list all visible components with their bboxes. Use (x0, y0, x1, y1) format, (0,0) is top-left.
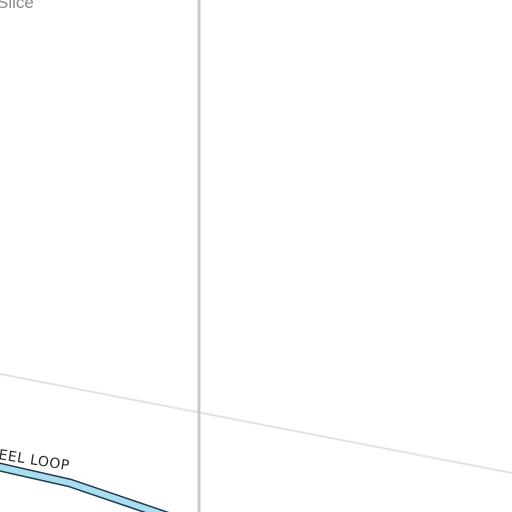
road-eel-loop[interactable] (0, 462, 170, 512)
place-label: Slice (0, 0, 34, 12)
grid-line-horizontal (0, 373, 512, 474)
